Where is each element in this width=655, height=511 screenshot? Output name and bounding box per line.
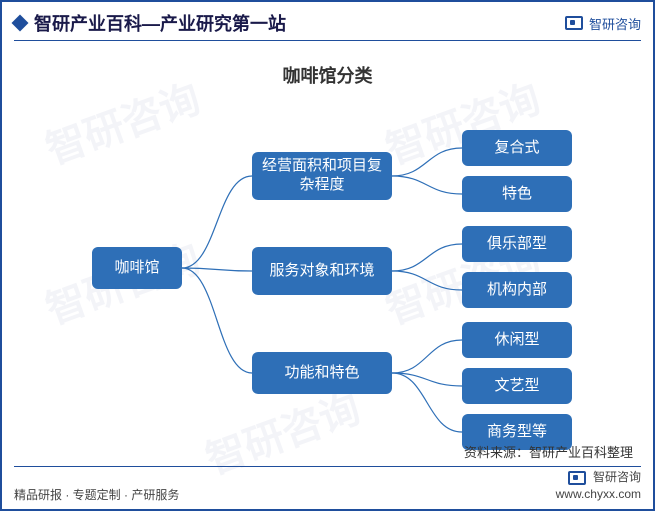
tree-node-c1: 经营面积和项目复杂程度 <box>252 152 392 200</box>
brand-text: 智研咨询 <box>589 14 641 33</box>
tree-edge <box>392 373 462 432</box>
diagram-title: 咖啡馆分类 <box>2 62 653 88</box>
tree-node-l5: 休闲型 <box>462 322 572 358</box>
tree-node-c3: 功能和特色 <box>252 352 392 394</box>
tree-edge <box>392 244 462 271</box>
tree-node-root: 咖啡馆 <box>92 247 182 289</box>
header-brand: 智研咨询 <box>565 14 641 33</box>
footer-left-text: 精品研报 · 专题定制 · 产研服务 <box>14 486 179 503</box>
footer-bar: 精品研报 · 专题定制 · 产研服务 智研咨询 www.chyxx.com <box>14 469 641 503</box>
brand-logo-icon <box>568 471 586 485</box>
tree-edge <box>392 340 462 373</box>
tree-node-l6: 文艺型 <box>462 368 572 404</box>
diamond-icon <box>12 15 29 32</box>
tree-node-l3: 俱乐部型 <box>462 226 572 262</box>
tree-edge <box>392 373 462 386</box>
tree-edge <box>392 148 462 176</box>
tree-node-l1: 复合式 <box>462 130 572 166</box>
header-divider <box>14 40 641 41</box>
source-text: 资料来源：智研产业百科整理 <box>464 442 633 461</box>
tree-node-l4: 机构内部 <box>462 272 572 308</box>
footer-right: 智研咨询 www.chyxx.com <box>556 469 641 503</box>
header-left: 智研产业百科—产业研究第一站 <box>14 10 286 36</box>
brand-logo-icon <box>565 16 583 30</box>
tree-edge <box>392 271 462 290</box>
footer-divider <box>14 466 641 467</box>
tree-edge <box>182 268 252 373</box>
tree-node-l2: 特色 <box>462 176 572 212</box>
tree-node-c2: 服务对象和环境 <box>252 247 392 295</box>
tree-edge <box>182 176 252 268</box>
tree-edge <box>182 268 252 271</box>
diagram-frame: 智研咨询 智研咨询 智研咨询 智研咨询 智研咨询 智研产业百科—产业研究第一站 … <box>0 0 655 511</box>
header-bar: 智研产业百科—产业研究第一站 智研咨询 <box>14 10 641 36</box>
footer-brand: 智研咨询 <box>556 469 641 486</box>
footer-url: www.chyxx.com <box>556 486 641 503</box>
tree-edge <box>392 176 462 194</box>
footer-brand-text: 智研咨询 <box>593 470 641 484</box>
header-title: 智研产业百科—产业研究第一站 <box>34 10 286 36</box>
